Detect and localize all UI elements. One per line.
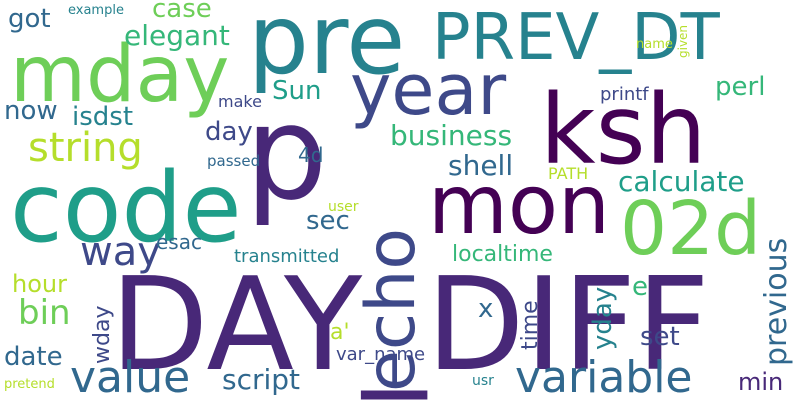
word-variable: variable (515, 352, 693, 400)
word-make: make (218, 92, 262, 111)
word-elegant: elegant (124, 19, 230, 52)
word-day-diff: DAY_DIFF (110, 251, 710, 400)
word-example: example (68, 3, 124, 18)
word-p: p (245, 77, 328, 229)
word-a: a' (330, 320, 350, 345)
word-var-name: var_name (336, 344, 426, 365)
word-esac: esac (156, 230, 202, 254)
word-name: name (636, 37, 673, 52)
word-pretend: pretend (4, 377, 55, 392)
word-sun: Sun (272, 76, 322, 106)
word-bin: bin (18, 293, 71, 333)
word-usr: usr (472, 373, 494, 389)
word-e: e (632, 272, 648, 302)
word-ksh: ksh (540, 74, 707, 186)
word-min: min (738, 368, 784, 396)
word-prev-dt: PREV_DT (432, 1, 720, 75)
word-calculate: calculate (618, 165, 745, 198)
word-sec: sec (306, 206, 350, 236)
word-script: script (222, 363, 301, 396)
word-wday: wday (90, 305, 115, 364)
word-case: case (152, 0, 212, 24)
word-mday: mday (10, 30, 230, 120)
word-way: way (80, 229, 161, 275)
word-localtime: localtime (452, 242, 553, 267)
word-user: user (328, 199, 359, 215)
word-echo: echo (352, 228, 431, 392)
word-year: year (350, 49, 507, 131)
word-date: date (4, 342, 63, 372)
word-time: time (518, 300, 543, 350)
word-x: x (478, 294, 494, 324)
word-string: string (28, 125, 143, 171)
word-printf: printf (600, 84, 649, 105)
word-set: set (640, 322, 680, 352)
word-4d: 4d (298, 143, 324, 167)
word-passed: passed (207, 152, 261, 170)
word-pre: pre (248, 0, 406, 96)
word-path: PATH (548, 164, 589, 183)
word-transmitted: transmitted (234, 246, 340, 267)
word-perl: perl (715, 72, 766, 102)
word-code: code (10, 152, 242, 264)
word-day: day (205, 117, 253, 147)
word-now: now (4, 96, 58, 126)
word-isdst: isdst (72, 102, 134, 132)
word-business: business (390, 119, 513, 152)
word-previous: previous (759, 237, 794, 366)
word-yday: yday (588, 286, 618, 350)
word-shell: shell (448, 149, 514, 182)
word-got: got (8, 4, 51, 34)
word-value: value (70, 352, 191, 400)
word-02d: 02d (620, 186, 762, 272)
word-mon: mon (428, 158, 611, 253)
word-hour: hour (12, 270, 67, 298)
word-given: given (676, 24, 690, 58)
